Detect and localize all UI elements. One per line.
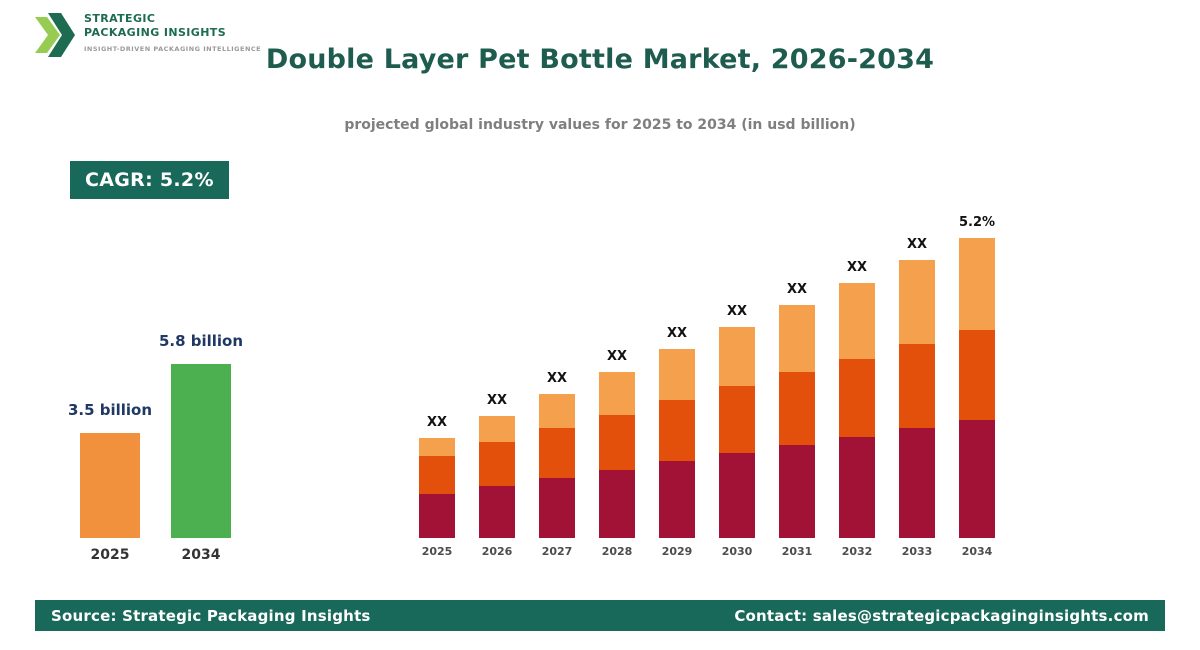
- double-chevron-logo-icon: [35, 13, 75, 57]
- bar-segment-bottom: [719, 453, 755, 538]
- bar-value-label: 5.2%: [958, 215, 996, 230]
- comparison-bar-2034: [171, 364, 231, 538]
- bar-value-label: XX: [546, 371, 568, 386]
- axis-label-year: 2034: [961, 545, 993, 558]
- bar-segment-middle: [899, 344, 935, 428]
- bar-value-label: XX: [906, 237, 928, 252]
- bar-segment-bottom: [899, 428, 935, 538]
- bar-segment-bottom: [479, 486, 515, 538]
- bar-segment-top: [599, 372, 635, 415]
- bar-segment-top: [899, 260, 935, 344]
- footer-source: Source: Strategic Packaging Insights: [51, 606, 371, 625]
- stacked-bar-2030: [719, 327, 755, 538]
- bar-value-label: XX: [726, 304, 748, 319]
- stacked-bar-2028: [599, 372, 635, 538]
- bar-segment-bottom: [599, 470, 635, 538]
- axis-label-year: 2031: [781, 545, 813, 558]
- bar-segment-top: [779, 305, 815, 372]
- bar-segment-bottom: [659, 461, 695, 538]
- axis-label-year: 2033: [901, 545, 933, 558]
- footer-contact: Contact: sales@strategicpackaginginsight…: [734, 606, 1149, 625]
- bar-segment-middle: [959, 330, 995, 420]
- bar-value-label: XX: [786, 282, 808, 297]
- bar-segment-top: [839, 283, 875, 359]
- bar-value-label: XX: [606, 349, 628, 364]
- bar-segment-bottom: [779, 445, 815, 538]
- bar-segment-bottom: [839, 437, 875, 538]
- bar-segment-top: [539, 394, 575, 428]
- comparison-value-label: 3.5 billion: [67, 401, 153, 419]
- bar-segment-top: [659, 349, 695, 400]
- brand-logo-text: STRATEGIC PACKAGING INSIGHTS INSIGHT-DRI…: [84, 12, 261, 53]
- bar-segment-top: [959, 238, 995, 330]
- bar-segment-bottom: [959, 420, 995, 538]
- stacked-bar-2032: [839, 283, 875, 538]
- brand-tagline: INSIGHT-DRIVEN PACKAGING INTELLIGENCE: [84, 44, 262, 53]
- bar-segment-bottom: [539, 478, 575, 538]
- axis-label-year: 2025: [90, 547, 130, 563]
- brand-name-line2: PACKAGING INSIGHTS: [84, 26, 227, 40]
- bar-segment-top: [719, 327, 755, 386]
- bar-segment-middle: [479, 442, 515, 486]
- bar-value-label: XX: [486, 393, 508, 408]
- bar-segment-top: [479, 416, 515, 442]
- brand-logo: STRATEGIC PACKAGING INSIGHTS INSIGHT-DRI…: [35, 12, 261, 58]
- axis-label-year: 2028: [601, 545, 633, 558]
- bar-value-label: XX: [426, 415, 448, 430]
- axis-label-year: 2030: [721, 545, 753, 558]
- bar-segment-middle: [779, 372, 815, 445]
- axis-label-year: 2032: [841, 545, 873, 558]
- axis-label-year: 2027: [541, 545, 573, 558]
- bar-segment-middle: [419, 456, 455, 494]
- bar-segment-middle: [659, 400, 695, 461]
- footer-bar: Source: Strategic Packaging Insights Con…: [35, 600, 1165, 631]
- page-subtitle: projected global industry values for 202…: [344, 117, 856, 133]
- stacked-bar-2033: [899, 260, 935, 538]
- axis-label-year: 2025: [421, 545, 453, 558]
- bar-segment-top: [419, 438, 455, 456]
- stacked-bar-2034: [959, 238, 995, 538]
- comparison-chart: 3.5 billion 2025 5.8 billion 2034: [60, 228, 290, 563]
- bar-segment-middle: [839, 359, 875, 437]
- cagr-badge: CAGR: 5.2%: [70, 161, 229, 199]
- stacked-bar-2027: [539, 394, 575, 538]
- stacked-bar-2029: [659, 349, 695, 538]
- bar-segment-middle: [599, 415, 635, 470]
- bar-value-label: XX: [846, 260, 868, 275]
- stacked-bar-2026: [479, 416, 515, 538]
- axis-label-year: 2029: [661, 545, 693, 558]
- bar-value-label: XX: [666, 326, 688, 341]
- stacked-bar-2031: [779, 305, 815, 538]
- stacked-chart: XX 2025 XX 2026 XX 2027 XX 2028 XX 2029 XX 2030 XX 20…: [407, 203, 1019, 558]
- bar-segment-middle: [719, 386, 755, 453]
- comparison-bar-2025: [80, 433, 140, 538]
- comparison-value-label: 5.8 billion: [158, 332, 244, 350]
- axis-label-year: 2034: [181, 547, 221, 563]
- page-title: Double Layer Pet Bottle Market, 2026-203…: [265, 44, 935, 75]
- bar-segment-bottom: [419, 494, 455, 538]
- axis-label-year: 2026: [481, 545, 513, 558]
- bar-segment-middle: [539, 428, 575, 478]
- brand-name-line1: STRATEGIC: [84, 12, 156, 25]
- stacked-bar-2025: [419, 438, 455, 538]
